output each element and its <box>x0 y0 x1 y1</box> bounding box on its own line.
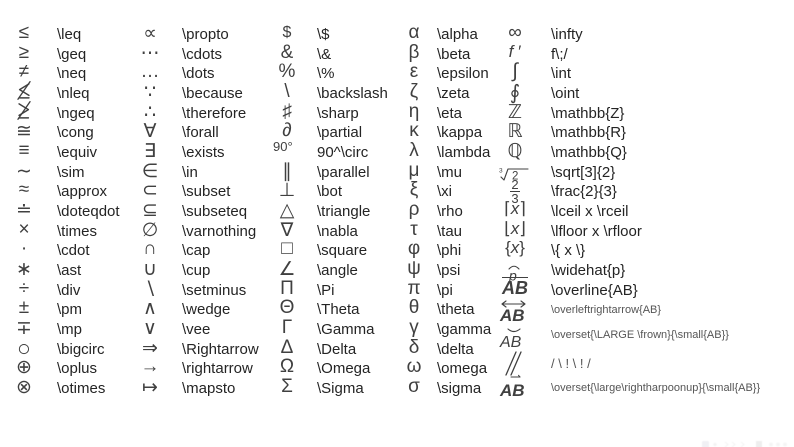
svg-text:AB: AB <box>499 334 522 349</box>
svg-text:AB: AB <box>499 381 525 399</box>
svg-text:AB: AB <box>499 306 525 322</box>
svg-text:3: 3 <box>499 168 503 175</box>
